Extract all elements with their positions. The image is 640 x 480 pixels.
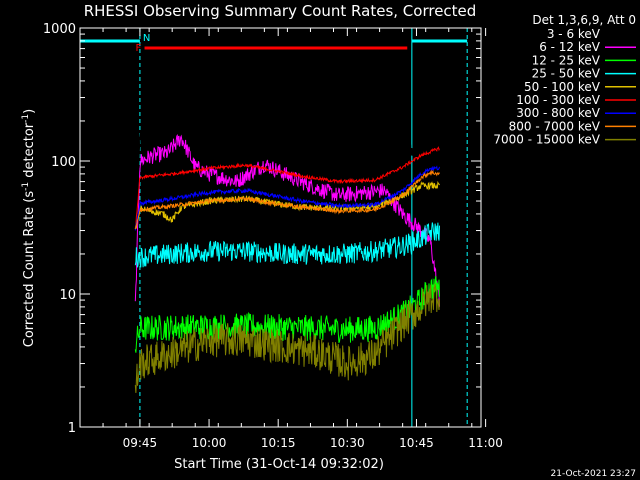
- y-label-part3: ): [22, 109, 37, 114]
- series-line-8: [134, 283, 440, 393]
- legend-label-6: 300 - 800 keV: [516, 106, 600, 120]
- x-axis-label: Start Time (31-Oct-14 09:32:02): [174, 457, 384, 472]
- x-tick-label-5: 11:00: [468, 436, 503, 450]
- series-line-7: [134, 169, 440, 230]
- series-line-1: [134, 133, 440, 307]
- series-line-6: [134, 165, 440, 231]
- plot-frame: [79, 27, 482, 428]
- y-axis-label: Corrected Count Rate (s-1 detector-1): [21, 109, 37, 347]
- flare-label: F: [136, 43, 142, 54]
- legend-label-3: 25 - 50 keV: [532, 67, 601, 81]
- x-tick-label-4: 10:45: [399, 436, 434, 450]
- series-line-5: [134, 146, 440, 230]
- legend-label-2: 12 - 25 keV: [532, 53, 601, 67]
- legend-label-5: 100 - 300 keV: [516, 93, 600, 107]
- series-layer: [134, 119, 440, 393]
- y-tick-label-3: 1000: [43, 22, 76, 37]
- chart-title: RHESSI Observing Summary Count Rates, Co…: [84, 2, 477, 20]
- legend-label-1: 6 - 12 keV: [539, 40, 601, 54]
- x-tick-label-1: 10:00: [192, 436, 227, 450]
- y-tick-label-2: 100: [51, 155, 76, 170]
- series-line-3: [134, 222, 440, 268]
- x-tick-label-0: 09:45: [123, 436, 158, 450]
- series-line-2: [134, 276, 440, 353]
- y-label-part2: detector: [22, 122, 37, 182]
- timestamp: 21-Oct-2021 23:27: [551, 469, 636, 479]
- night-label: N: [143, 33, 150, 44]
- legend-header: Det 1,3,6,9, Att 0: [532, 13, 636, 27]
- legend-label-4: 50 - 100 keV: [524, 80, 601, 94]
- legend-label-7: 800 - 7000 keV: [509, 119, 601, 133]
- x-tick-label-2: 10:15: [261, 436, 296, 450]
- y-label-sup1: -1: [21, 182, 31, 191]
- series-line-0: [134, 119, 440, 332]
- y-label-sup2: -1: [21, 114, 31, 123]
- legend-label-0: 3 - 6 keV: [547, 27, 601, 41]
- y-label-part1: Corrected Count Rate (s: [22, 191, 37, 348]
- overlay-layer: FN: [79, 28, 468, 427]
- legend-label-8: 7000 - 15000 keV: [493, 133, 600, 147]
- y-tick-label-1: 10: [59, 288, 76, 303]
- y-tick-label-0: 1: [68, 421, 76, 436]
- axis-layer: 09:45 10:00 10:15 10:30 10:45 11:00 1 10 100 1000: [43, 22, 503, 450]
- x-tick-label-3: 10:30: [330, 436, 365, 450]
